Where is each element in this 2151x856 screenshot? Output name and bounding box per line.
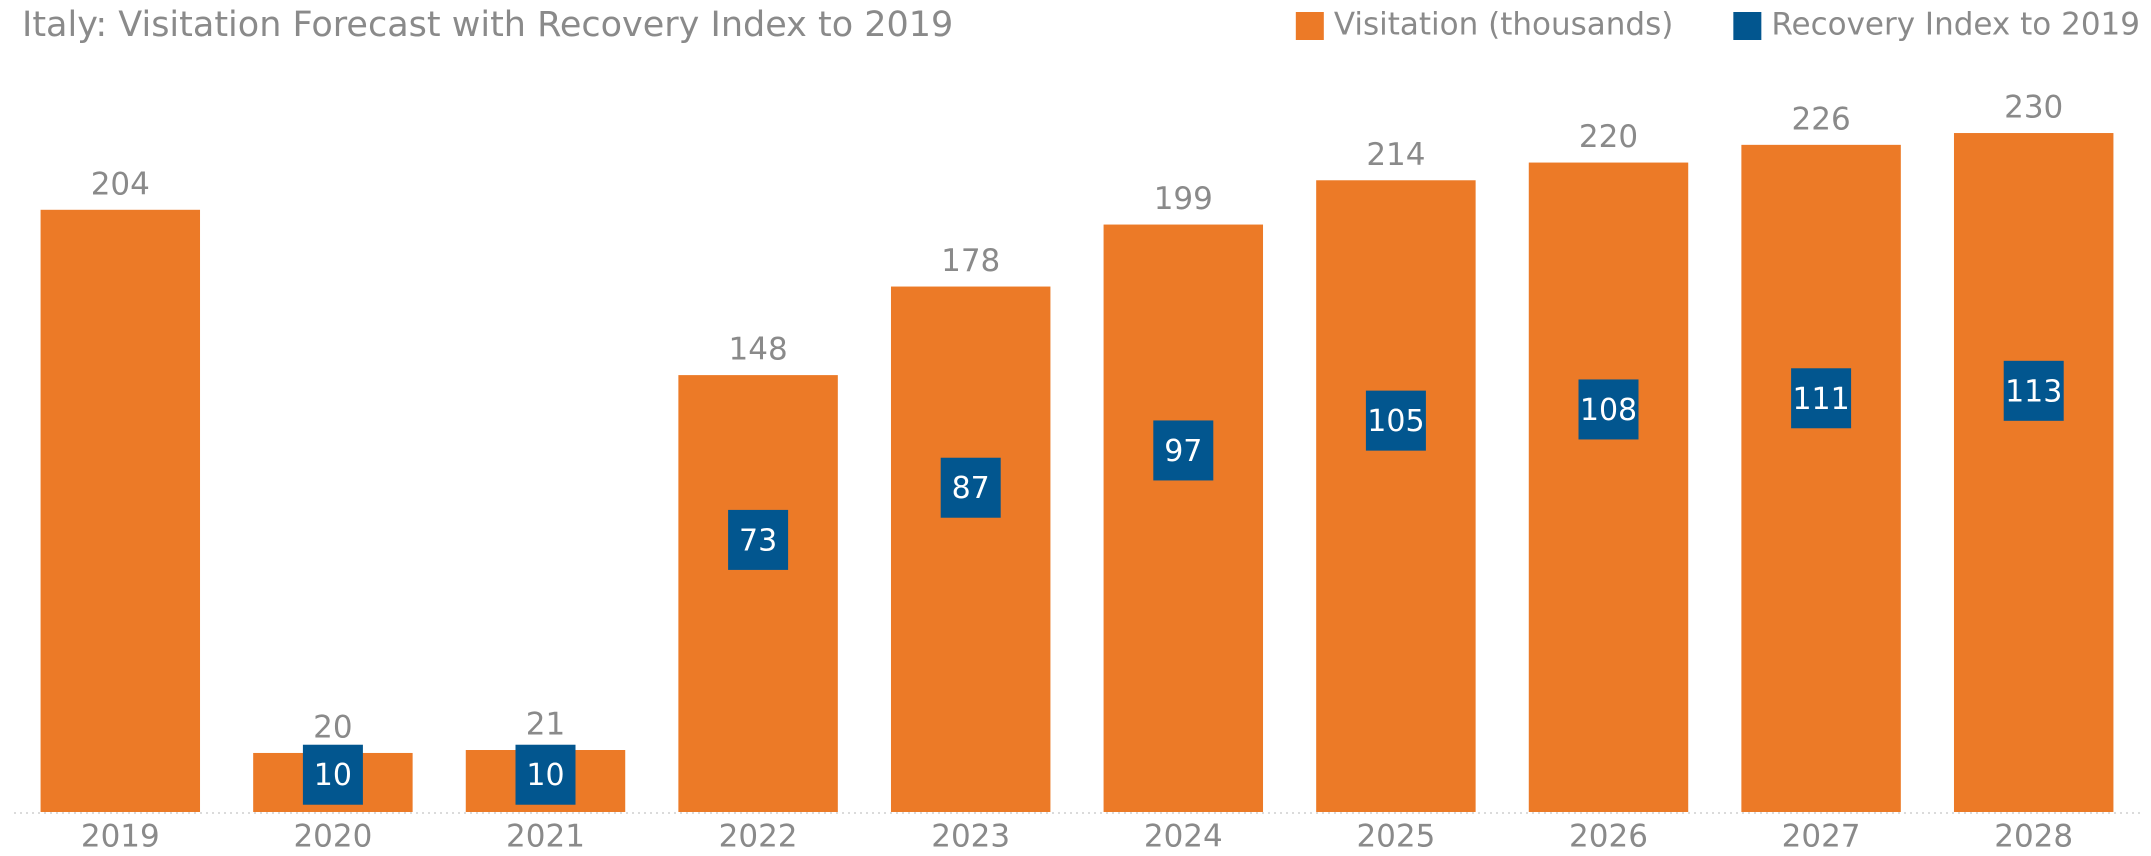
- data-label: 10: [314, 758, 352, 793]
- recovery-marker: [2003, 360, 2064, 421]
- data-label: 73: [739, 523, 777, 558]
- x-tick-label: 2020: [293, 819, 372, 855]
- x-tick-label: 2028: [1994, 819, 2073, 855]
- x-tick-label: 2019: [81, 819, 160, 855]
- bar: [40, 209, 201, 813]
- data-label: 178: [941, 243, 1000, 279]
- data-label: 111: [1792, 382, 1849, 417]
- x-tick-label: 2025: [1356, 819, 1435, 855]
- recovery-marker: [728, 509, 789, 570]
- x-tick-label: 2026: [1569, 819, 1648, 855]
- bar: [1953, 133, 2114, 813]
- chart-title: Italy: Visitation Forecast with Recovery…: [22, 5, 953, 45]
- bar: [890, 286, 1051, 812]
- recovery-marker: [302, 744, 363, 805]
- bar: [678, 375, 838, 812]
- data-label: 230: [2004, 90, 2063, 126]
- data-label: 148: [729, 332, 788, 368]
- x-tick-label: 2021: [506, 819, 585, 855]
- data-label: 87: [952, 471, 990, 506]
- data-label: 220: [1579, 119, 1638, 155]
- data-label: 199: [1154, 181, 1213, 217]
- x-tick-label: 2022: [719, 819, 798, 855]
- data-label: 21: [526, 707, 565, 743]
- x-tick-label: 2027: [1782, 819, 1861, 855]
- bar: [1741, 144, 1901, 812]
- data-label: 204: [91, 166, 150, 202]
- legend-swatch: [1295, 12, 1324, 40]
- data-label: 10: [526, 758, 564, 793]
- data-label: 113: [2005, 374, 2062, 409]
- data-label: 108: [1580, 393, 1637, 428]
- recovery-marker: [515, 744, 576, 805]
- x-tick-label: 2023: [931, 819, 1010, 855]
- recovery-marker: [1365, 390, 1426, 451]
- bar: [1528, 162, 1689, 812]
- data-label: 20: [313, 709, 352, 745]
- recovery-marker: [1578, 379, 1639, 440]
- legend-label: Recovery Index to 2019: [1771, 7, 2140, 43]
- legend-label: Visitation (thousands): [1334, 7, 1674, 43]
- recovery-marker: [1791, 368, 1852, 429]
- data-label: 105: [1367, 404, 1424, 439]
- x-tick-label: 2024: [1144, 819, 1223, 855]
- recovery-marker: [940, 457, 1001, 518]
- data-label: 214: [1366, 137, 1425, 173]
- recovery-marker: [1153, 420, 1214, 481]
- data-label: 226: [1792, 101, 1851, 137]
- legend-swatch: [1733, 12, 1762, 40]
- bar: [1103, 224, 1264, 812]
- bar: [1316, 180, 1476, 813]
- data-label: 97: [1164, 434, 1202, 469]
